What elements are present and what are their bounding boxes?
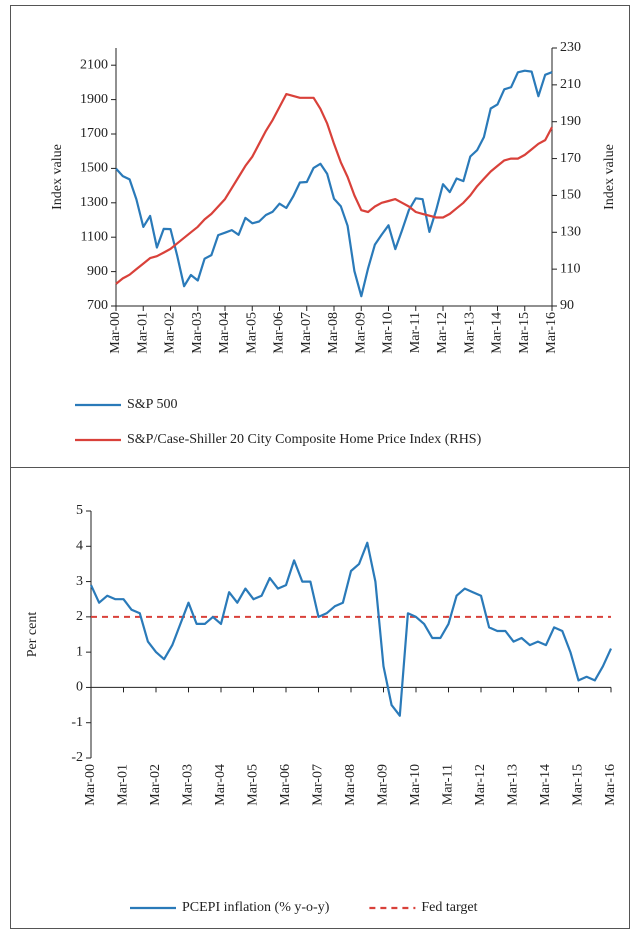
- x-tick-label: Mar-03: [181, 764, 196, 806]
- y2-tick-label: 190: [560, 114, 581, 129]
- y-tick-label: -2: [71, 750, 83, 765]
- x-tick-label: Mar-01: [135, 312, 150, 354]
- x-tick-label: Mar-03: [190, 312, 205, 354]
- y-tick-label: 1900: [80, 92, 108, 107]
- y-axis-label: Index value: [50, 144, 65, 210]
- x-tick-label: Mar-14: [538, 764, 553, 806]
- y-tick-label: 1100: [81, 229, 108, 244]
- x-tick-label: Mar-07: [299, 312, 314, 354]
- x-tick-label: Mar-08: [326, 312, 341, 354]
- y2-axis-label: Index value: [602, 144, 617, 210]
- x-tick-label: Mar-02: [163, 312, 178, 354]
- x-tick-label: Mar-15: [571, 764, 586, 806]
- y2-tick-label: 170: [560, 151, 581, 166]
- y2-tick-label: 150: [560, 188, 581, 203]
- x-tick-label: Mar-13: [462, 312, 477, 354]
- y-tick-label: 5: [76, 503, 83, 518]
- y-tick-label: 1500: [80, 161, 108, 176]
- legend-label: PCEPI inflation (% y-o-y): [182, 900, 330, 915]
- x-tick-label: Mar-08: [343, 764, 358, 806]
- x-tick-label: Mar-01: [116, 764, 131, 806]
- y2-tick-label: 90: [560, 298, 574, 313]
- x-tick-label: Mar-06: [272, 312, 287, 354]
- x-tick-label: Mar-12: [473, 764, 488, 806]
- series-line: [115, 93, 553, 285]
- x-tick-label: Mar-00: [83, 764, 98, 806]
- x-tick-label: Mar-11: [408, 312, 423, 353]
- y2-tick-label: 210: [560, 77, 581, 92]
- series-line: [90, 541, 613, 717]
- y-tick-label: 700: [87, 298, 108, 313]
- y2-tick-label: 230: [560, 40, 581, 55]
- x-tick-label: Mar-09: [376, 764, 391, 806]
- y2-tick-label: 110: [560, 261, 580, 276]
- y-tick-label: 0: [76, 680, 83, 695]
- y-tick-label: 1300: [80, 195, 108, 210]
- x-tick-label: Mar-07: [311, 764, 326, 806]
- x-tick-label: Mar-04: [217, 312, 232, 354]
- y-tick-label: 3: [76, 574, 83, 589]
- y-tick-label: 900: [87, 264, 108, 279]
- x-tick-label: Mar-12: [435, 312, 450, 354]
- x-tick-label: Mar-05: [246, 764, 261, 806]
- y-tick-label: 4: [76, 539, 83, 554]
- y-tick-label: 2: [76, 609, 83, 624]
- x-tick-label: Mar-10: [381, 312, 396, 354]
- x-tick-label: Mar-05: [244, 312, 259, 354]
- y-tick-label: -1: [71, 715, 83, 730]
- y-axis-label: Per cent: [25, 612, 40, 658]
- legend-label: S&P/Case-Shiller 20 City Composite Home …: [127, 432, 482, 447]
- legend-label: S&P 500: [127, 397, 177, 412]
- x-tick-label: Mar-09: [353, 312, 368, 354]
- series-line: [115, 69, 553, 298]
- x-tick-label: Mar-11: [441, 764, 456, 805]
- legend-label: Fed target: [421, 900, 477, 915]
- y2-tick-label: 130: [560, 225, 581, 240]
- x-tick-label: Mar-15: [517, 312, 532, 354]
- y-tick-label: 1: [76, 644, 83, 659]
- x-tick-label: Mar-02: [148, 764, 163, 806]
- x-tick-label: Mar-06: [278, 764, 293, 806]
- x-tick-label: Mar-13: [506, 764, 521, 806]
- x-tick-label: Mar-14: [490, 312, 505, 354]
- x-tick-label: Mar-00: [108, 312, 123, 354]
- x-tick-label: Mar-16: [603, 764, 618, 806]
- x-tick-label: Mar-10: [408, 764, 423, 806]
- y-tick-label: 2100: [80, 57, 108, 72]
- x-tick-label: Mar-16: [544, 312, 559, 354]
- y-tick-label: 1700: [80, 126, 108, 141]
- x-tick-label: Mar-04: [213, 764, 228, 806]
